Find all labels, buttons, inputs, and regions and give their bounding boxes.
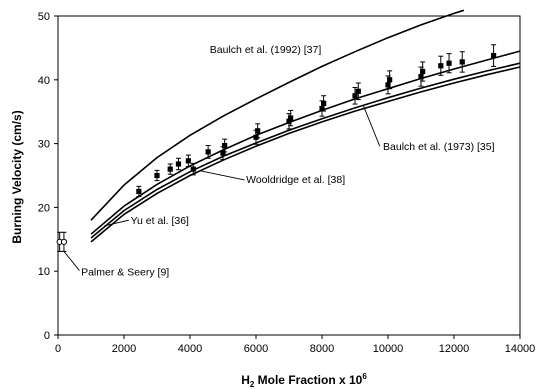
x-tick-label: 6000 xyxy=(244,343,268,355)
x-axis-title-superscript: 6 xyxy=(362,372,367,381)
annotation-wooldridge-et-al-38: Wooldridge et al. [38] xyxy=(246,174,345,186)
series-layer xyxy=(56,9,521,252)
y-tick-label: 10 xyxy=(38,266,50,278)
annotation-baulch-et-al-1973-35: Baulch et al. (1973) [35] xyxy=(383,141,495,153)
x-axis-title-rest: Mole Fraction x 10 xyxy=(254,373,362,387)
leader-yu xyxy=(104,219,130,227)
x-tick-label: 12000 xyxy=(439,343,470,355)
x-tick-label: 10000 xyxy=(373,343,404,355)
baulch-et-al-1992-37-line xyxy=(90,9,465,221)
data-point xyxy=(185,158,191,164)
x-axis-title: H2 Mole Fraction x 106 xyxy=(241,372,367,389)
data-point xyxy=(253,134,259,140)
data-point xyxy=(420,68,426,75)
annotation-layer: Baulch et al. (1992) [37] Baulch et al. (… xyxy=(63,44,495,279)
data-point xyxy=(220,150,226,156)
leader-baulch-1973 xyxy=(362,105,381,147)
data-point xyxy=(136,188,142,195)
data-point xyxy=(222,142,228,149)
data-point xyxy=(438,63,444,69)
y-tick-label: 40 xyxy=(38,75,50,87)
x-tick-label: 14000 xyxy=(505,343,536,355)
data-point xyxy=(154,172,160,179)
x-tick-label: 4000 xyxy=(178,343,202,355)
palmer-seery-9-point xyxy=(60,238,68,245)
annotation-yu-et-al-36: Yu et al. [36] xyxy=(131,215,189,227)
x-tick-label: 0 xyxy=(55,343,61,355)
data-point xyxy=(385,82,391,88)
x-tick-label: 2000 xyxy=(112,343,136,355)
leader-palmer-seery xyxy=(63,251,80,271)
data-point xyxy=(355,88,361,94)
x-tick-label: 8000 xyxy=(310,343,334,355)
data-point xyxy=(446,60,452,66)
annotation-palmer-seery-9: Palmer & Seery [9] xyxy=(81,267,169,279)
data-point xyxy=(255,128,261,134)
baulch-et-al-1973-35-line xyxy=(90,50,521,235)
data-point xyxy=(205,149,211,155)
wooldridge-et-al-38-line xyxy=(90,62,521,239)
y-tick-label: 50 xyxy=(38,11,50,23)
x-axis-title-main: H xyxy=(241,373,250,387)
data-point xyxy=(321,100,327,107)
data-point xyxy=(387,77,393,83)
yu-et-al-36-line xyxy=(90,66,521,243)
data-point xyxy=(175,161,182,167)
data-point xyxy=(190,166,196,172)
data-point xyxy=(352,93,358,99)
tick-labels: 0 2000 4000 6000 8000 10000 12000 14000 0 10 20 30 4… xyxy=(38,11,536,355)
leader-wooldridge xyxy=(201,170,245,181)
y-tick-label: 20 xyxy=(38,202,50,214)
data-point xyxy=(286,118,292,124)
x-axis-title-subscript: 2 xyxy=(250,380,255,389)
plot-frame xyxy=(57,15,521,336)
y-axis-title: Burning Velocity (cm/s) xyxy=(10,110,24,243)
data-point xyxy=(319,105,325,112)
data-point xyxy=(491,52,497,59)
plot-area xyxy=(57,15,521,336)
y-tick-label: 30 xyxy=(38,139,50,151)
data-point xyxy=(288,115,294,121)
data-point xyxy=(418,74,424,80)
data-point xyxy=(167,166,173,172)
annotation-baulch-et-al-1992-37: Baulch et al. (1992) [37] xyxy=(210,44,322,56)
axes xyxy=(54,15,521,339)
data-point xyxy=(459,59,465,65)
y-tick-label: 0 xyxy=(44,330,50,342)
